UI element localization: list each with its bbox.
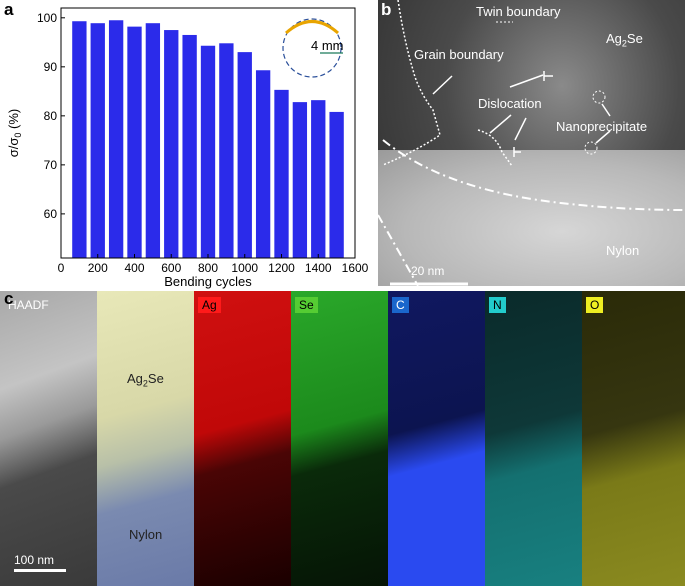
x-axis-label: Bending cycles <box>164 274 252 289</box>
ag2se-label-b: Ag2Se <box>606 31 643 49</box>
bar-500 <box>145 23 161 259</box>
y-axis-label-main: σ/σ <box>6 138 21 158</box>
inset-scale-label: 4 mm <box>311 38 344 53</box>
x-tick-label-1400: 1400 <box>305 261 332 275</box>
bar-900 <box>219 43 234 259</box>
ag2se-label-c: Ag2Se <box>127 371 164 389</box>
tick-group: 0 200 400 600 800 1000 1200 1400 1600 60 70 80 90 100 <box>37 11 369 275</box>
panel-a: a 0 200 400 600 800 1000 1200 1400 1600 60 70 80 90 1… <box>0 0 372 290</box>
panel-label-c: c <box>4 289 14 308</box>
y-tick-label-60: 60 <box>44 207 58 221</box>
nylon-label-c: Nylon <box>129 527 163 542</box>
panel-label-b: b <box>381 0 392 19</box>
haadf-tile: HAADF 100 nm <box>0 291 97 586</box>
n-map-tile: N <box>485 291 582 586</box>
ag-label: Ag <box>198 297 221 313</box>
y-axis-label-sub: 0 <box>13 133 23 138</box>
bar-700 <box>182 34 197 258</box>
inset-sample-photo: 4 mm <box>282 18 344 78</box>
x-tick-label-200: 200 <box>88 261 108 275</box>
twin-boundary-label: Twin boundary <box>476 4 561 19</box>
y-axis-label-unit: (%) <box>6 109 21 133</box>
panel-label-a: a <box>4 0 14 19</box>
bar-800 <box>200 45 216 258</box>
bar-400 <box>127 26 142 258</box>
bar-100 <box>72 21 87 259</box>
x-tick-label-0: 0 <box>58 261 65 275</box>
y-tick-label-90: 90 <box>44 60 58 74</box>
bar-1300 <box>292 102 308 258</box>
bar-1000 <box>237 52 252 258</box>
bar-200 <box>90 23 105 259</box>
bar-group <box>72 20 344 259</box>
se-map-tile: Se <box>291 291 388 586</box>
o-label: O <box>586 297 604 313</box>
bar-1200 <box>274 89 289 258</box>
eds-scale-label: 100 nm <box>14 553 55 567</box>
y-tick-label-80: 80 <box>44 109 58 123</box>
tem-boundaries <box>378 0 685 286</box>
ag2se-sub: 2 <box>621 38 627 49</box>
ag-map-tile: Ag <box>194 291 291 586</box>
y-axis-label: σ/σ0 (%) <box>6 109 23 158</box>
x-tick-label-600: 600 <box>161 261 181 275</box>
dislocation-label: Dislocation <box>478 96 542 111</box>
x-tick-label-400: 400 <box>124 261 144 275</box>
x-tick-label-1600: 1600 <box>342 261 369 275</box>
bar-300 <box>108 20 124 259</box>
y-tick-label-70: 70 <box>44 158 58 172</box>
bar-1500 <box>329 111 344 258</box>
se-label: Se <box>295 297 318 313</box>
x-tick-label-1000: 1000 <box>231 261 258 275</box>
panel-b-tem-image: b Twin boundary Ag2Se Grain boundary Dis… <box>378 0 685 286</box>
bar-1100 <box>255 70 271 258</box>
n-label: N <box>489 297 506 313</box>
ag2se-tail: Se <box>626 31 643 46</box>
nanoprecipitate-label: Nanoprecipitate <box>556 119 648 134</box>
o-map-tile: O <box>582 291 685 586</box>
haadf-label: HAADF <box>8 298 49 312</box>
c-label: C <box>392 297 409 313</box>
nylon-label-b: Nylon <box>606 243 640 258</box>
y-tick-label-100: 100 <box>37 11 57 25</box>
ag2se-main: Ag <box>606 31 622 46</box>
nylon-region <box>378 150 685 286</box>
grain-boundary-label: Grain boundary <box>414 47 504 62</box>
tem-scale-label: 20 nm <box>411 264 445 278</box>
c-map-tile: C <box>388 291 485 586</box>
x-tick-label-1200: 1200 <box>268 261 295 275</box>
panel-c-eds-maps: HAADF 100 nm Ag2Se Nylon Ag Se C N O c <box>0 289 685 586</box>
bar-chart: 0 200 400 600 800 1000 1200 1400 160060708090100… <box>6 7 369 289</box>
overlay-tile: Ag2Se Nylon <box>97 291 194 586</box>
bar-1400 <box>311 100 326 258</box>
x-tick-label-800: 800 <box>198 261 218 275</box>
eds-scale-bar <box>14 569 66 572</box>
bar-600 <box>164 30 179 258</box>
